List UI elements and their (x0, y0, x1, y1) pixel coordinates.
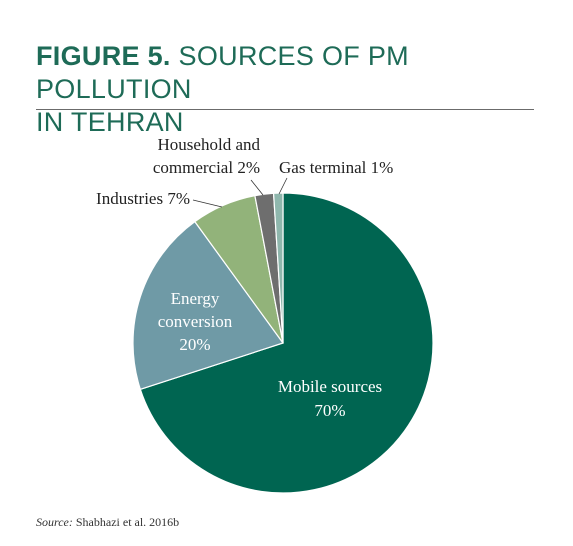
source-label: Source: (36, 515, 73, 529)
leader-line-industries-7 (192, 199, 223, 208)
title-divider (36, 109, 534, 110)
slice-label-mobile-sources-0: Mobile sources (278, 377, 382, 396)
pie-slice-energy (132, 220, 284, 391)
leader-line-household-and (250, 179, 264, 196)
slice-label-household-and-0: Household and (158, 135, 261, 154)
slice-label-household-and-1: commercial 2% (153, 158, 260, 177)
slice-label-energy-1: conversion (158, 312, 233, 331)
slice-label-industries-7-0: Industries 7% (96, 189, 190, 208)
slice-label-energy-2: 20% (179, 335, 210, 354)
pie-slice-mobile-sources (139, 192, 434, 494)
slice-label-mobile-sources-1: 70% (314, 401, 345, 420)
leader-line-gas-terminal-1 (278, 177, 288, 195)
figure-number: FIGURE 5. (36, 41, 171, 71)
slice-label-gas-terminal-1-0: Gas terminal 1% (279, 158, 393, 177)
figure-title-line2: IN TEHRAN (36, 107, 184, 137)
figure-title-line1: SOURCES OF PM POLLUTION (36, 41, 409, 104)
slice-label-energy-0: Energy (171, 289, 220, 308)
source-note: Source: Shabhazi et al. 2016b (36, 515, 179, 530)
source-text: Shabhazi et al. 2016b (75, 515, 180, 529)
pie-slice-gas-terminal-1 (272, 192, 284, 344)
figure-title: FIGURE 5. SOURCES OF PM POLLUTION IN TEH… (36, 40, 536, 139)
